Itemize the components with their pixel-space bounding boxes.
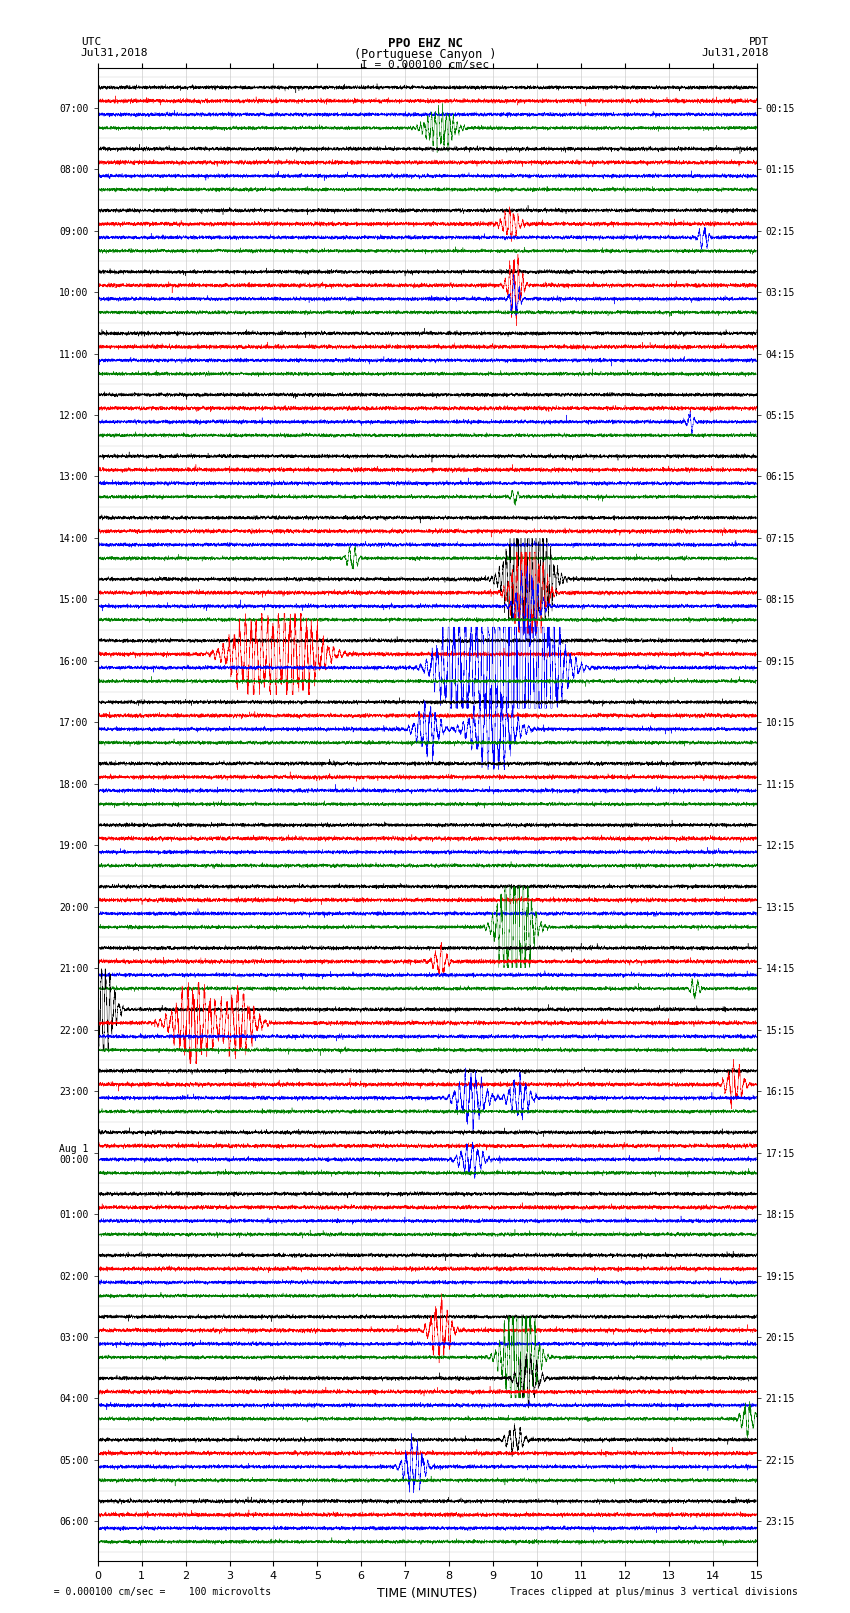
Text: Jul31,2018: Jul31,2018 (702, 48, 769, 58)
Text: I = 0.000100 cm/sec: I = 0.000100 cm/sec (361, 60, 489, 69)
Text: PPO EHZ NC: PPO EHZ NC (388, 37, 462, 50)
Text: = 0.000100 cm/sec =    100 microvolts: = 0.000100 cm/sec = 100 microvolts (42, 1587, 272, 1597)
Text: Traces clipped at plus/minus 3 vertical divisions: Traces clipped at plus/minus 3 vertical … (510, 1587, 798, 1597)
Text: PDT: PDT (749, 37, 769, 47)
Text: UTC: UTC (81, 37, 101, 47)
X-axis label: TIME (MINUTES): TIME (MINUTES) (377, 1587, 477, 1600)
Text: (Portuguese Canyon ): (Portuguese Canyon ) (354, 48, 496, 61)
Text: Jul31,2018: Jul31,2018 (81, 48, 148, 58)
